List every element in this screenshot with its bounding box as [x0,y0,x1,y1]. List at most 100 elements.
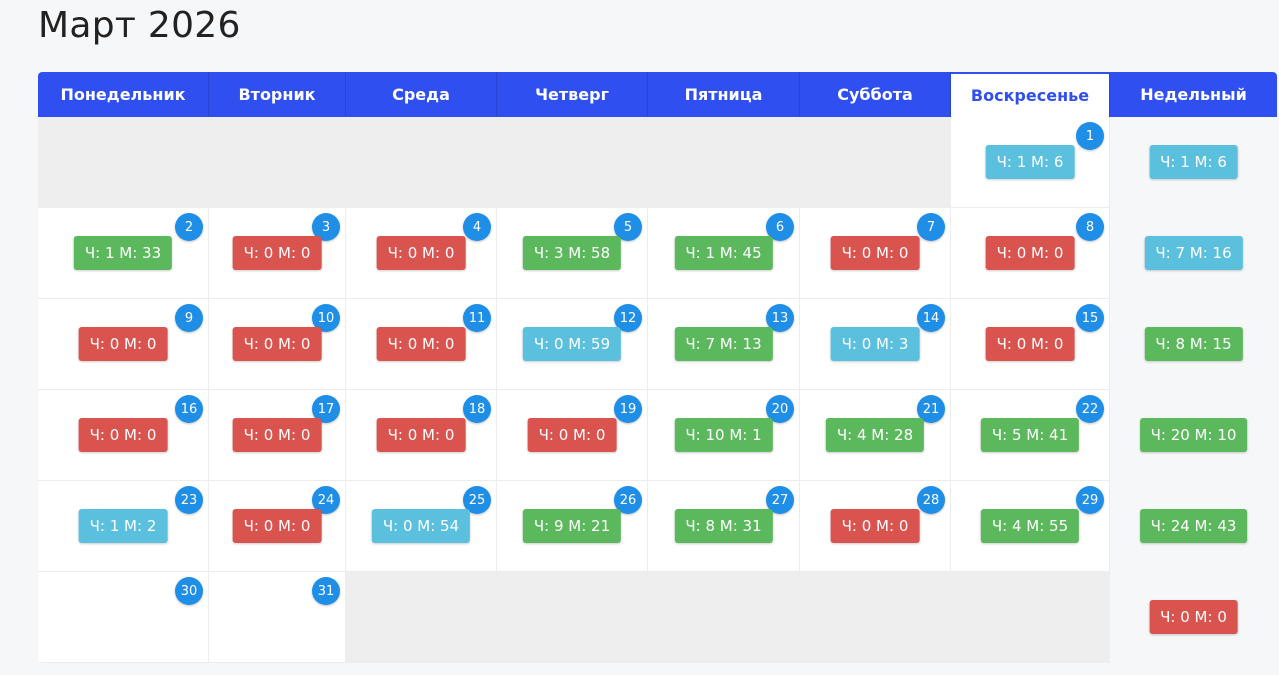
day-cell[interactable]: 31 [209,572,346,663]
week-row: 2 Ч: 1 М: 33 3 Ч: 0 М: 0 4 Ч: 0 М: 0 5 Ч: 3 М: … [38,208,1277,299]
day-cell[interactable]: 30 [38,572,209,663]
day-cell[interactable]: 14 Ч: 0 М: 3 [800,299,951,390]
day-cell[interactable]: 1 Ч: 1 М: 6 [951,117,1110,208]
day-cell[interactable]: 7 Ч: 0 М: 0 [800,208,951,299]
week-row: 23 Ч: 1 М: 2 24 Ч: 0 М: 0 25 Ч: 0 М: 54 26 Ч: 9… [38,481,1277,572]
day-time-pill[interactable]: Ч: 1 М: 45 [674,236,773,270]
calendar-header: Понедельник Вторник Среда Четверг Пятница Суб… [38,72,1277,117]
day-time-pill[interactable]: Ч: 4 М: 28 [825,418,925,452]
weekly-time-pill[interactable]: Ч: 20 М: 10 [1139,418,1248,452]
day-cell[interactable]: 25 Ч: 0 М: 54 [346,481,497,572]
day-time-pill[interactable]: Ч: 4 М: 55 [980,509,1080,543]
day-time-pill[interactable]: Ч: 0 М: 0 [376,418,466,452]
header-sunday: Воскресенье [951,72,1110,117]
day-time-pill[interactable]: Ч: 0 М: 0 [78,418,168,452]
day-cell[interactable]: 12 Ч: 0 М: 59 [497,299,648,390]
day-cell[interactable]: 8 Ч: 0 М: 0 [951,208,1110,299]
header-saturday: Суббота [800,72,951,117]
day-number-badge: 30 [175,577,203,605]
day-cell[interactable]: 5 Ч: 3 М: 58 [497,208,648,299]
day-cell[interactable]: 17 Ч: 0 М: 0 [209,390,346,481]
day-time-pill[interactable]: Ч: 0 М: 0 [830,236,920,270]
day-cell[interactable]: 24 Ч: 0 М: 0 [209,481,346,572]
day-time-pill[interactable]: Ч: 1 М: 33 [73,236,173,270]
day-time-pill[interactable]: Ч: 0 М: 0 [232,418,322,452]
day-time-pill[interactable]: Ч: 1 М: 6 [985,145,1075,179]
day-time-pill[interactable]: Ч: 0 М: 0 [985,327,1075,361]
weekly-total-cell: Ч: 24 М: 43 [1110,481,1277,572]
day-time-pill[interactable]: Ч: 0 М: 54 [371,509,471,543]
day-number-badge: 29 [1076,486,1104,514]
empty-day-cell [951,572,1110,663]
weekly-time-pill[interactable]: Ч: 8 М: 15 [1144,327,1243,361]
day-cell[interactable]: 23 Ч: 1 М: 2 [38,481,209,572]
day-time-pill[interactable]: Ч: 8 М: 31 [674,509,773,543]
day-number-badge: 8 [1076,213,1104,241]
day-cell[interactable]: 20 Ч: 10 М: 1 [648,390,800,481]
day-time-pill[interactable]: Ч: 0 М: 0 [232,509,322,543]
day-cell[interactable]: 29 Ч: 4 М: 55 [951,481,1110,572]
day-time-pill[interactable]: Ч: 5 М: 41 [980,418,1080,452]
day-cell[interactable]: 10 Ч: 0 М: 0 [209,299,346,390]
empty-day-cell [497,117,648,208]
day-number-badge: 10 [312,304,340,332]
header-tuesday: Вторник [209,72,346,117]
day-time-pill[interactable]: Ч: 10 М: 1 [674,418,773,452]
day-cell[interactable]: 16 Ч: 0 М: 0 [38,390,209,481]
day-time-pill[interactable]: Ч: 0 М: 0 [527,418,617,452]
weekly-total-cell: Ч: 1 М: 6 [1110,117,1277,208]
day-number-badge: 14 [917,304,945,332]
empty-day-cell [800,117,951,208]
day-cell[interactable]: 26 Ч: 9 М: 21 [497,481,648,572]
empty-day-cell [38,117,209,208]
day-cell[interactable]: 27 Ч: 8 М: 31 [648,481,800,572]
header-friday: Пятница [648,72,800,117]
day-cell[interactable]: 6 Ч: 1 М: 45 [648,208,800,299]
day-time-pill[interactable]: Ч: 0 М: 59 [522,327,622,361]
day-time-pill[interactable]: Ч: 1 М: 2 [78,509,168,543]
day-cell[interactable]: 28 Ч: 0 М: 0 [800,481,951,572]
calendar: Понедельник Вторник Среда Четверг Пятница Суб… [38,72,1277,663]
day-time-pill[interactable]: Ч: 0 М: 0 [232,236,322,270]
page-title: Март 2026 [38,5,241,46]
day-number-badge: 9 [175,304,203,332]
day-time-pill[interactable]: Ч: 0 М: 0 [376,327,466,361]
day-cell[interactable]: 4 Ч: 0 М: 0 [346,208,497,299]
weekly-time-pill[interactable]: Ч: 7 М: 16 [1144,236,1243,270]
day-number-badge: 7 [917,213,945,241]
day-time-pill[interactable]: Ч: 9 М: 21 [522,509,622,543]
day-time-pill[interactable]: Ч: 0 М: 0 [985,236,1075,270]
day-number-badge: 21 [917,395,945,423]
week-row: 1 Ч: 1 М: 6 Ч: 1 М: 6 [38,117,1277,208]
day-cell[interactable]: 15 Ч: 0 М: 0 [951,299,1110,390]
day-time-pill[interactable]: Ч: 3 М: 58 [522,236,622,270]
day-cell[interactable]: 11 Ч: 0 М: 0 [346,299,497,390]
empty-day-cell [209,117,346,208]
header-thursday: Четверг [497,72,648,117]
week-row: 30 31 Ч: 0 М: 0 [38,572,1277,663]
day-cell[interactable]: 9 Ч: 0 М: 0 [38,299,209,390]
weekly-time-pill[interactable]: Ч: 24 М: 43 [1139,509,1248,543]
day-number-badge: 1 [1076,122,1104,150]
empty-day-cell [346,117,497,208]
day-number-badge: 22 [1076,395,1104,423]
day-time-pill[interactable]: Ч: 0 М: 0 [830,509,920,543]
day-time-pill[interactable]: Ч: 0 М: 3 [830,327,920,361]
day-cell[interactable]: 22 Ч: 5 М: 41 [951,390,1110,481]
day-cell[interactable]: 2 Ч: 1 М: 33 [38,208,209,299]
day-cell[interactable]: 21 Ч: 4 М: 28 [800,390,951,481]
day-time-pill[interactable]: Ч: 0 М: 0 [78,327,168,361]
day-time-pill[interactable]: Ч: 0 М: 0 [376,236,466,270]
day-cell[interactable]: 18 Ч: 0 М: 0 [346,390,497,481]
day-cell[interactable]: 19 Ч: 0 М: 0 [497,390,648,481]
day-time-pill[interactable]: Ч: 7 М: 13 [674,327,773,361]
day-time-pill[interactable]: Ч: 0 М: 0 [232,327,322,361]
weekly-time-pill[interactable]: Ч: 1 М: 6 [1149,145,1238,179]
weekly-time-pill[interactable]: Ч: 0 М: 0 [1149,600,1238,634]
week-row: 16 Ч: 0 М: 0 17 Ч: 0 М: 0 18 Ч: 0 М: 0 19 Ч: 0 … [38,390,1277,481]
day-number-badge: 18 [463,395,491,423]
empty-day-cell [648,572,800,663]
day-cell[interactable]: 3 Ч: 0 М: 0 [209,208,346,299]
day-number-badge: 28 [917,486,945,514]
day-cell[interactable]: 13 Ч: 7 М: 13 [648,299,800,390]
